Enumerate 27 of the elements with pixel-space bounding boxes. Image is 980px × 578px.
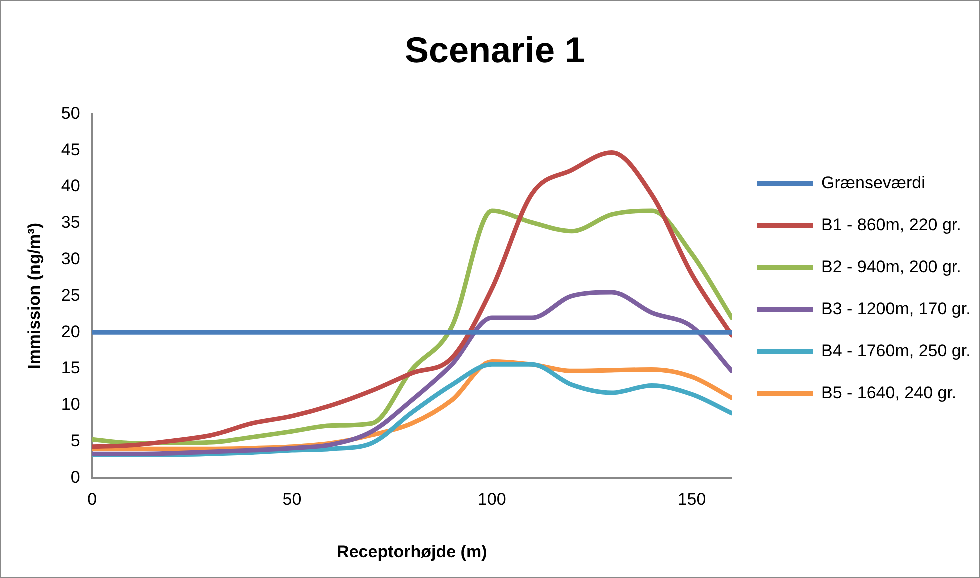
x-axis-title: Receptorhøjde (m) [337,542,488,562]
legend-label: B2 - 940m, 200 gr. [822,258,962,277]
legend-label: B1 - 860m, 220 gr. [822,216,962,235]
y-tick-label: 0 [70,468,80,487]
y-tick-label: 10 [61,395,80,414]
y-tick-label: 5 [70,431,80,450]
y-axis-title: Immission (ng/m³) [24,222,44,370]
line-series [92,290,732,456]
y-tick-label: 25 [61,286,80,305]
x-tick-label: 150 [678,490,706,510]
line-series [92,150,732,450]
x-tick-label: 0 [88,490,98,510]
chart-title: Scenarie 1 [404,30,586,71]
line-series [92,208,732,446]
legend-label: B4 - 1760m, 250 gr. [822,342,971,361]
y-tick-label: 35 [61,213,80,232]
legend-label: B5 - 1640, 240 gr. [822,384,957,403]
x-tick-label: 100 [478,490,506,510]
y-tick-label: 50 [61,104,80,123]
y-tick-label: 20 [61,322,80,342]
legend-label: Grænseværdi [822,174,926,193]
y-tick-label: 30 [61,249,80,268]
y-tick-label: 15 [61,358,80,378]
y-tick-label: 45 [61,140,80,160]
legend-label: B3 - 1200m, 170 gr. [822,300,971,319]
y-tick-label: 40 [61,176,80,196]
x-tick-label: 50 [282,490,302,510]
